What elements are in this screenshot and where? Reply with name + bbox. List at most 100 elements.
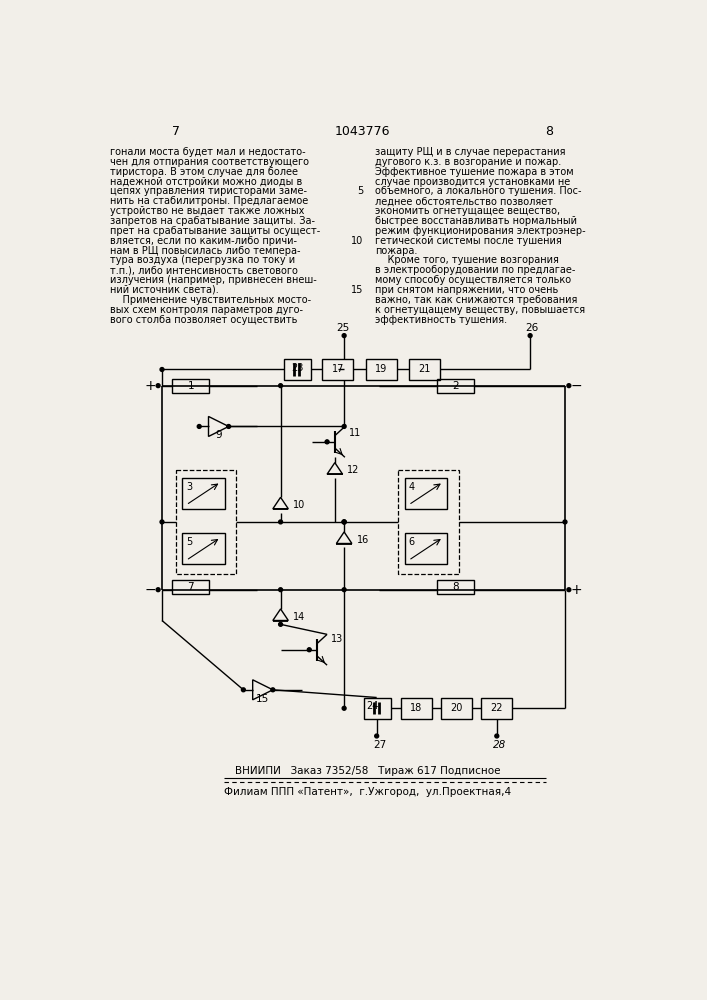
Text: 13: 13 <box>331 634 343 644</box>
Text: 16: 16 <box>356 535 369 545</box>
Circle shape <box>279 520 283 524</box>
Circle shape <box>342 520 346 524</box>
Text: 21: 21 <box>419 364 431 374</box>
Text: 27: 27 <box>373 740 387 750</box>
Text: 14: 14 <box>293 612 305 622</box>
Text: 10: 10 <box>293 500 305 510</box>
Text: +: + <box>144 379 156 393</box>
Text: защиту РЩ и в случае перерастания: защиту РЩ и в случае перерастания <box>375 147 566 157</box>
Text: леднее обстоятельство позволяет: леднее обстоятельство позволяет <box>375 196 553 206</box>
Bar <box>182 478 225 509</box>
Text: 24: 24 <box>366 701 378 711</box>
Text: устройство не выдает также ложных: устройство не выдает также ложных <box>110 206 305 216</box>
Bar <box>284 359 311 380</box>
Text: важно, так как снижаются требования: важно, так как снижаются требования <box>375 295 578 305</box>
Text: 15: 15 <box>256 694 269 704</box>
Bar <box>172 580 209 594</box>
Text: при снятом напряжении, что очень: при снятом напряжении, что очень <box>375 285 559 295</box>
Circle shape <box>279 622 283 626</box>
Text: 7: 7 <box>172 125 180 138</box>
Bar <box>437 379 474 393</box>
Text: ВНИИПИ   Заказ 7352/58   Тираж 617 Подписное: ВНИИПИ Заказ 7352/58 Тираж 617 Подписное <box>235 766 500 776</box>
Circle shape <box>563 520 567 524</box>
Bar <box>404 478 448 509</box>
Text: Применение чувствительных мосто-: Применение чувствительных мосто- <box>110 295 311 305</box>
Circle shape <box>271 688 275 692</box>
Text: 18: 18 <box>410 703 422 713</box>
Bar <box>176 470 236 574</box>
Bar <box>366 359 397 380</box>
Text: 28: 28 <box>493 740 506 750</box>
Circle shape <box>241 688 245 692</box>
Text: запретов на срабатывание защиты. За-: запретов на срабатывание защиты. За- <box>110 216 315 226</box>
Circle shape <box>308 648 311 651</box>
Circle shape <box>279 384 283 388</box>
Circle shape <box>342 706 346 710</box>
Circle shape <box>156 588 160 592</box>
Text: 1043776: 1043776 <box>334 125 390 138</box>
Text: 26: 26 <box>525 323 538 333</box>
Bar <box>398 470 459 574</box>
Text: 23: 23 <box>291 363 304 373</box>
Text: 20: 20 <box>450 703 462 713</box>
Bar <box>182 533 225 564</box>
Text: 3: 3 <box>186 482 192 492</box>
Text: 11: 11 <box>349 428 361 438</box>
Text: объемного, а локального тушения. Пос-: объемного, а локального тушения. Пос- <box>375 186 582 196</box>
Text: 8: 8 <box>452 582 459 592</box>
Text: 1: 1 <box>187 381 194 391</box>
Text: 5: 5 <box>186 537 192 547</box>
Text: надежной отстройки можно диоды в: надежной отстройки можно диоды в <box>110 177 303 187</box>
Text: прет на срабатывание защиты осущест-: прет на срабатывание защиты осущест- <box>110 226 320 236</box>
Text: 2: 2 <box>452 381 459 391</box>
Circle shape <box>325 440 329 443</box>
Text: гонали моста будет мал и недостато-: гонали моста будет мал и недостато- <box>110 147 305 157</box>
Text: 4: 4 <box>409 482 414 492</box>
Text: дугового к.з. в возгорание и пожар.: дугового к.з. в возгорание и пожар. <box>375 157 561 167</box>
Bar <box>401 698 432 719</box>
Bar <box>409 359 440 380</box>
Text: нам в РЩ повысилась либо темпера-: нам в РЩ повысилась либо темпера- <box>110 246 300 256</box>
Text: Кроме того, тушение возгорания: Кроме того, тушение возгорания <box>375 255 559 265</box>
Text: 10: 10 <box>351 236 363 246</box>
Text: пожара.: пожара. <box>375 246 418 256</box>
Circle shape <box>495 734 498 738</box>
Text: +: + <box>571 583 583 597</box>
Text: цепях управления тиристорами заме-: цепях управления тиристорами заме- <box>110 186 307 196</box>
Circle shape <box>342 425 346 428</box>
Text: 5: 5 <box>357 186 363 196</box>
Text: тура воздуха (перегрузка по току и: тура воздуха (перегрузка по току и <box>110 255 296 265</box>
Text: 22: 22 <box>491 703 503 713</box>
Text: вляется, если по каким-либо причи-: вляется, если по каким-либо причи- <box>110 236 297 246</box>
Bar <box>363 698 391 719</box>
Text: 19: 19 <box>375 364 387 374</box>
Text: ний источник света).: ний источник света). <box>110 285 219 295</box>
Text: нить на стабилитроны. Предлагаемое: нить на стабилитроны. Предлагаемое <box>110 196 308 206</box>
Text: гетической системы после тушения: гетической системы после тушения <box>375 236 562 246</box>
Circle shape <box>160 520 164 524</box>
Bar <box>404 533 448 564</box>
Text: быстрее восстанавливать нормальный: быстрее восстанавливать нормальный <box>375 216 577 226</box>
Circle shape <box>342 334 346 338</box>
Bar <box>481 698 513 719</box>
Circle shape <box>160 368 164 371</box>
Text: мому способу осуществляется только: мому способу осуществляется только <box>375 275 571 285</box>
Circle shape <box>567 588 571 592</box>
Circle shape <box>197 425 201 428</box>
Text: Филиам ППП «Патент»,  г.Ужгород,  ул.Проектная,4: Филиам ППП «Патент», г.Ужгород, ул.Проек… <box>224 787 511 797</box>
Text: экономить огнетущащее вещество,: экономить огнетущащее вещество, <box>375 206 560 216</box>
Text: режим функционирования электроэнер-: режим функционирования электроэнер- <box>375 226 586 236</box>
Bar <box>172 379 209 393</box>
Text: эффективность тушения.: эффективность тушения. <box>375 315 507 325</box>
Text: т.п.), либо интенсивность светового: т.п.), либо интенсивность светового <box>110 265 298 275</box>
Bar <box>441 698 472 719</box>
Text: 7: 7 <box>187 582 194 592</box>
Text: 25: 25 <box>336 323 349 333</box>
Text: −: − <box>144 583 156 597</box>
Text: чен для отпирания соответствующего: чен для отпирания соответствующего <box>110 157 309 167</box>
Circle shape <box>342 520 346 524</box>
Text: вых схем контроля параметров дуго-: вых схем контроля параметров дуго- <box>110 305 303 315</box>
Text: в электрооборудовании по предлагае-: в электрооборудовании по предлагае- <box>375 265 575 275</box>
Bar <box>322 359 354 380</box>
Text: тиристора. В этом случае для более: тиристора. В этом случае для более <box>110 167 298 177</box>
